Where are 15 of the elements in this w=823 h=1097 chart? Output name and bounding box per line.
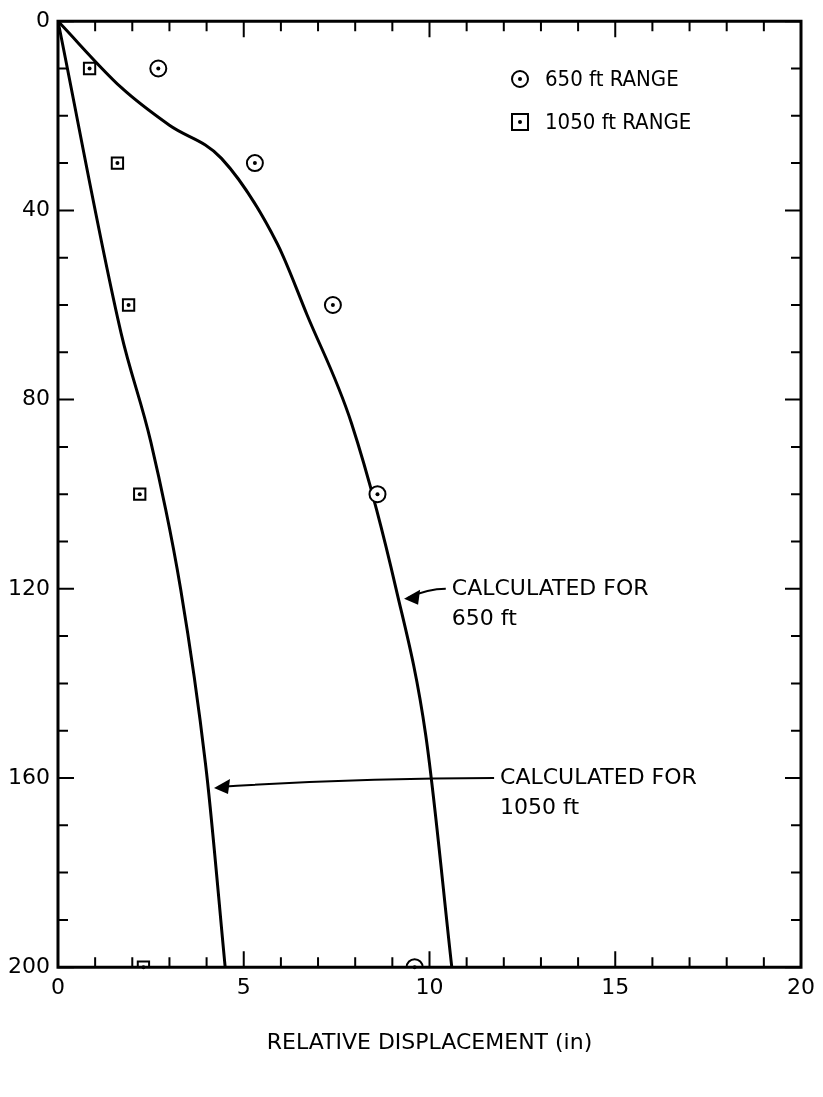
legend-label: 650 ft RANGE [545, 66, 679, 92]
y-tick-label: 200 [7, 952, 50, 978]
x-tick-label: 20 [787, 974, 815, 1000]
y-tick-label: 40 [21, 196, 50, 222]
y-tick-label: 160 [7, 763, 50, 789]
y-tick-label: 120 [7, 574, 50, 600]
y-tick-label: 0 [35, 6, 50, 32]
x-tick-label: 10 [415, 974, 444, 1000]
legend-label: 1050 ft RANGE [545, 109, 692, 135]
x-tick-label: 15 [601, 974, 630, 1000]
y-tick-label: 80 [21, 385, 50, 411]
annotation: CALCULATED FOR 650 ft [451, 574, 649, 630]
x-tick-label: 5 [236, 974, 251, 1000]
annotation: CALCULATED FOR 1050 ft [500, 763, 697, 819]
x-axis-title: RELATIVE DISPLACEMENT (in) [266, 1028, 593, 1054]
